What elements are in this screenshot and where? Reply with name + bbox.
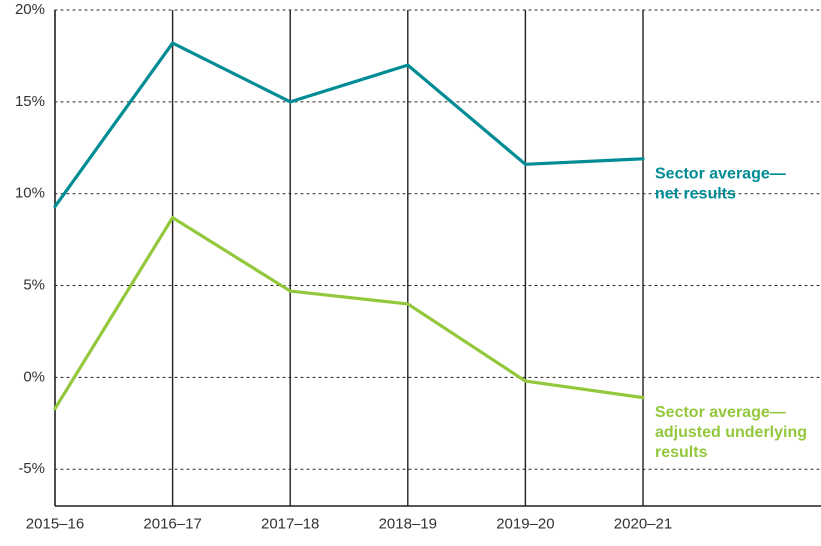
svg-text:20%: 20% — [15, 1, 45, 18]
svg-text:Sector average—: Sector average— — [655, 165, 786, 182]
x-tick: 2018–19 — [379, 515, 437, 532]
svg-text:adjusted underlying: adjusted underlying — [655, 424, 807, 441]
x-tick: 2020–21 — [614, 515, 672, 532]
svg-text:5%: 5% — [23, 277, 45, 294]
svg-text:2015–16: 2015–16 — [26, 515, 84, 532]
x-tick: 2015–16 — [26, 515, 84, 532]
svg-text:net results: net results — [655, 185, 736, 202]
svg-text:10%: 10% — [15, 185, 45, 202]
svg-text:Sector average—: Sector average— — [655, 404, 786, 421]
svg-text:-5%: -5% — [18, 460, 45, 477]
series-label-adjusted: Sector average— adjusted underlying result… — [655, 404, 807, 461]
svg-text:results: results — [655, 444, 708, 461]
svg-text:0%: 0% — [23, 368, 45, 385]
x-tick: 2017–18 — [261, 515, 319, 532]
y-tick: 0% — [23, 368, 45, 385]
svg-text:2017–18: 2017–18 — [261, 515, 319, 532]
series-adjusted — [55, 218, 643, 409]
y-tick: 15% — [15, 93, 45, 110]
line-chart: -5% 0% 5% 10% 15% 20% 2015–16 2016–17 2017–18 201… — [0, 0, 821, 546]
svg-text:2019–20: 2019–20 — [496, 515, 554, 532]
y-tick: 5% — [23, 277, 45, 294]
series-label-net: Sector average— net results — [655, 165, 786, 202]
x-tick: 2019–20 — [496, 515, 554, 532]
svg-text:2016–17: 2016–17 — [143, 515, 201, 532]
x-tick: 2016–17 — [143, 515, 201, 532]
series-net — [55, 43, 643, 206]
chart-svg: -5% 0% 5% 10% 15% 20% 2015–16 2016–17 2017–18 201… — [0, 0, 821, 546]
svg-text:15%: 15% — [15, 93, 45, 110]
svg-text:2018–19: 2018–19 — [379, 515, 437, 532]
svg-text:2020–21: 2020–21 — [614, 515, 672, 532]
y-tick: 20% — [15, 1, 45, 18]
y-tick: 10% — [15, 185, 45, 202]
y-tick: -5% — [18, 460, 45, 477]
